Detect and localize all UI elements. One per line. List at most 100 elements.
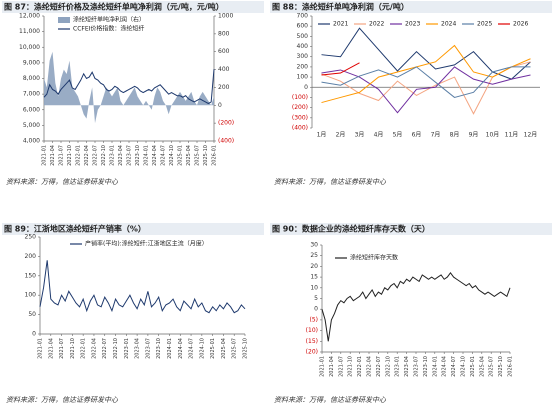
- legend-label: CCFEI价格指数：涤纶短纤: [73, 25, 144, 33]
- x-tick-label: 2023-01: [124, 338, 130, 359]
- x-tick-label: 2022-10: [385, 356, 391, 377]
- x-tick-label: 2024-04: [442, 356, 448, 377]
- x-tick-label: 2026-01: [212, 145, 218, 166]
- y-tick-label: 5,000: [23, 122, 40, 129]
- x-tick-label: 2025-10: [498, 356, 504, 377]
- x-tick-label: 2021-07: [59, 145, 65, 166]
- legend-label: 2022: [369, 21, 384, 28]
- series-line: [321, 61, 531, 115]
- y-tick-label: 7,000: [23, 91, 40, 98]
- x-tick-label: 2021-07: [338, 356, 344, 377]
- x-tick-label: 2023-01: [395, 356, 401, 377]
- y-tick-label: (100): [292, 94, 308, 101]
- x-tick-label: 2021-01: [42, 145, 48, 166]
- y-tick-label: 10,000: [19, 44, 40, 51]
- title-bar: [2, 1, 264, 13]
- x-tick-label: 2023-10: [135, 145, 141, 166]
- y-tick-label: 500: [297, 33, 309, 40]
- series-line: [321, 62, 360, 76]
- legend-label: 涤纶短纤单吨净利润（右）: [73, 16, 145, 24]
- legend-label: 2021: [333, 21, 348, 28]
- y-tick-label: 30: [310, 242, 318, 249]
- x-tick-label: 2021-04: [48, 338, 54, 359]
- y-tick-label: (400): [292, 125, 308, 132]
- x-tick-label: 2022-10: [101, 145, 107, 166]
- x-tick-label: 4月: [374, 132, 384, 139]
- y-tick-label: 200: [25, 253, 37, 260]
- x-tick-label: 2024-10: [169, 145, 175, 166]
- y-tick-label: 200: [297, 63, 309, 70]
- x-tick-label: 2023-01: [110, 145, 116, 166]
- x-tick-label: 2024-07: [189, 338, 195, 359]
- x-tick-label: 2025-04: [479, 356, 485, 377]
- legend-label: 2025: [477, 21, 492, 28]
- y-tick-label: 12,000: [19, 13, 40, 20]
- x-tick-label: 2021-04: [50, 145, 56, 166]
- legend-label: 产销率(平均):涤纶短纤:江浙地区主流（月度）: [85, 240, 208, 248]
- x-tick-label: 2022-07: [376, 356, 382, 377]
- x-tick-label: 2023-07: [145, 338, 151, 359]
- y-tick-label: 200: [218, 84, 230, 91]
- x-tick-label: 2022-01: [76, 145, 82, 166]
- y-tick-label: 0: [32, 331, 36, 338]
- x-tick-label: 7月: [431, 132, 441, 139]
- y-tick-label: 800: [218, 30, 230, 37]
- series-line: [321, 27, 531, 80]
- x-tick-label: 2023-04: [118, 145, 124, 166]
- series-line: [39, 260, 246, 314]
- x-tick-label: 2021-10: [67, 145, 73, 166]
- y-tick-label: 50: [28, 311, 36, 318]
- x-tick-label: 2月: [336, 132, 346, 139]
- y-tick-label: 8,000: [23, 75, 40, 82]
- y-tick-label: 1000: [218, 13, 233, 20]
- x-tick-label: 2022-07: [102, 338, 108, 359]
- x-tick-label: 6月: [412, 132, 422, 139]
- y-tick-label: 0: [314, 306, 318, 313]
- x-tick-label: 2026-01: [508, 356, 514, 377]
- x-tick-label: 9月: [469, 132, 479, 139]
- x-tick-label: 2024-10: [461, 356, 467, 377]
- x-tick-label: 2025-10: [243, 338, 249, 359]
- profit-area: [44, 51, 214, 124]
- title-bar: [270, 1, 552, 13]
- x-tick-label: 2022-01: [357, 356, 363, 377]
- title-bar: [270, 223, 552, 235]
- y-tick-label: 6,000: [23, 106, 40, 113]
- y-tick-label: 300: [297, 53, 309, 60]
- y-tick-label: 700: [297, 13, 309, 20]
- x-tick-label: 2023-07: [414, 356, 420, 377]
- y-tick-label: 100: [25, 292, 37, 299]
- x-tick-label: 12月: [524, 132, 538, 139]
- series-line: [321, 44, 531, 104]
- y-tick-label: 20: [310, 263, 318, 270]
- y-tick-label: (400): [218, 138, 234, 145]
- x-tick-label: 11月: [505, 132, 519, 139]
- legend-label: 2026: [513, 21, 528, 28]
- y-tick-label: 0: [304, 84, 308, 91]
- y-tick-label: 100: [297, 74, 309, 81]
- source-note: 资料来源：万得，信达证券研发中心: [274, 396, 387, 404]
- x-tick-label: 2022-10: [113, 338, 119, 359]
- x-tick-label: 2024-07: [451, 356, 457, 377]
- x-tick-label: 2023-04: [404, 356, 410, 377]
- x-tick-label: 2022-07: [93, 145, 99, 166]
- series-line: [321, 66, 531, 114]
- legend-label: 涤纶短纤库存天数: [350, 254, 398, 262]
- y-tick-label: (10): [306, 327, 318, 334]
- x-tick-label: 2025-01: [178, 145, 184, 166]
- x-tick-label: 1月: [317, 132, 327, 139]
- x-tick-label: 2021-01: [320, 356, 326, 377]
- x-tick-label: 3月: [355, 132, 365, 139]
- chart-title: 图 87：涤纶短纤价格及涤纶短纤单吨净利润（元/吨，元/吨）: [4, 2, 224, 12]
- x-tick-label: 2025-10: [203, 145, 209, 166]
- x-tick-label: 2021-07: [59, 338, 65, 359]
- series-line: [321, 66, 531, 98]
- y-tick-label: 600: [297, 23, 309, 30]
- y-tick-label: 4,000: [23, 138, 40, 145]
- y-tick-label: (200): [218, 120, 234, 127]
- x-tick-label: 2021-10: [70, 338, 76, 359]
- x-tick-label: 10月: [486, 132, 500, 139]
- source-note: 资料来源：万得，信达证券研发中心: [6, 178, 119, 186]
